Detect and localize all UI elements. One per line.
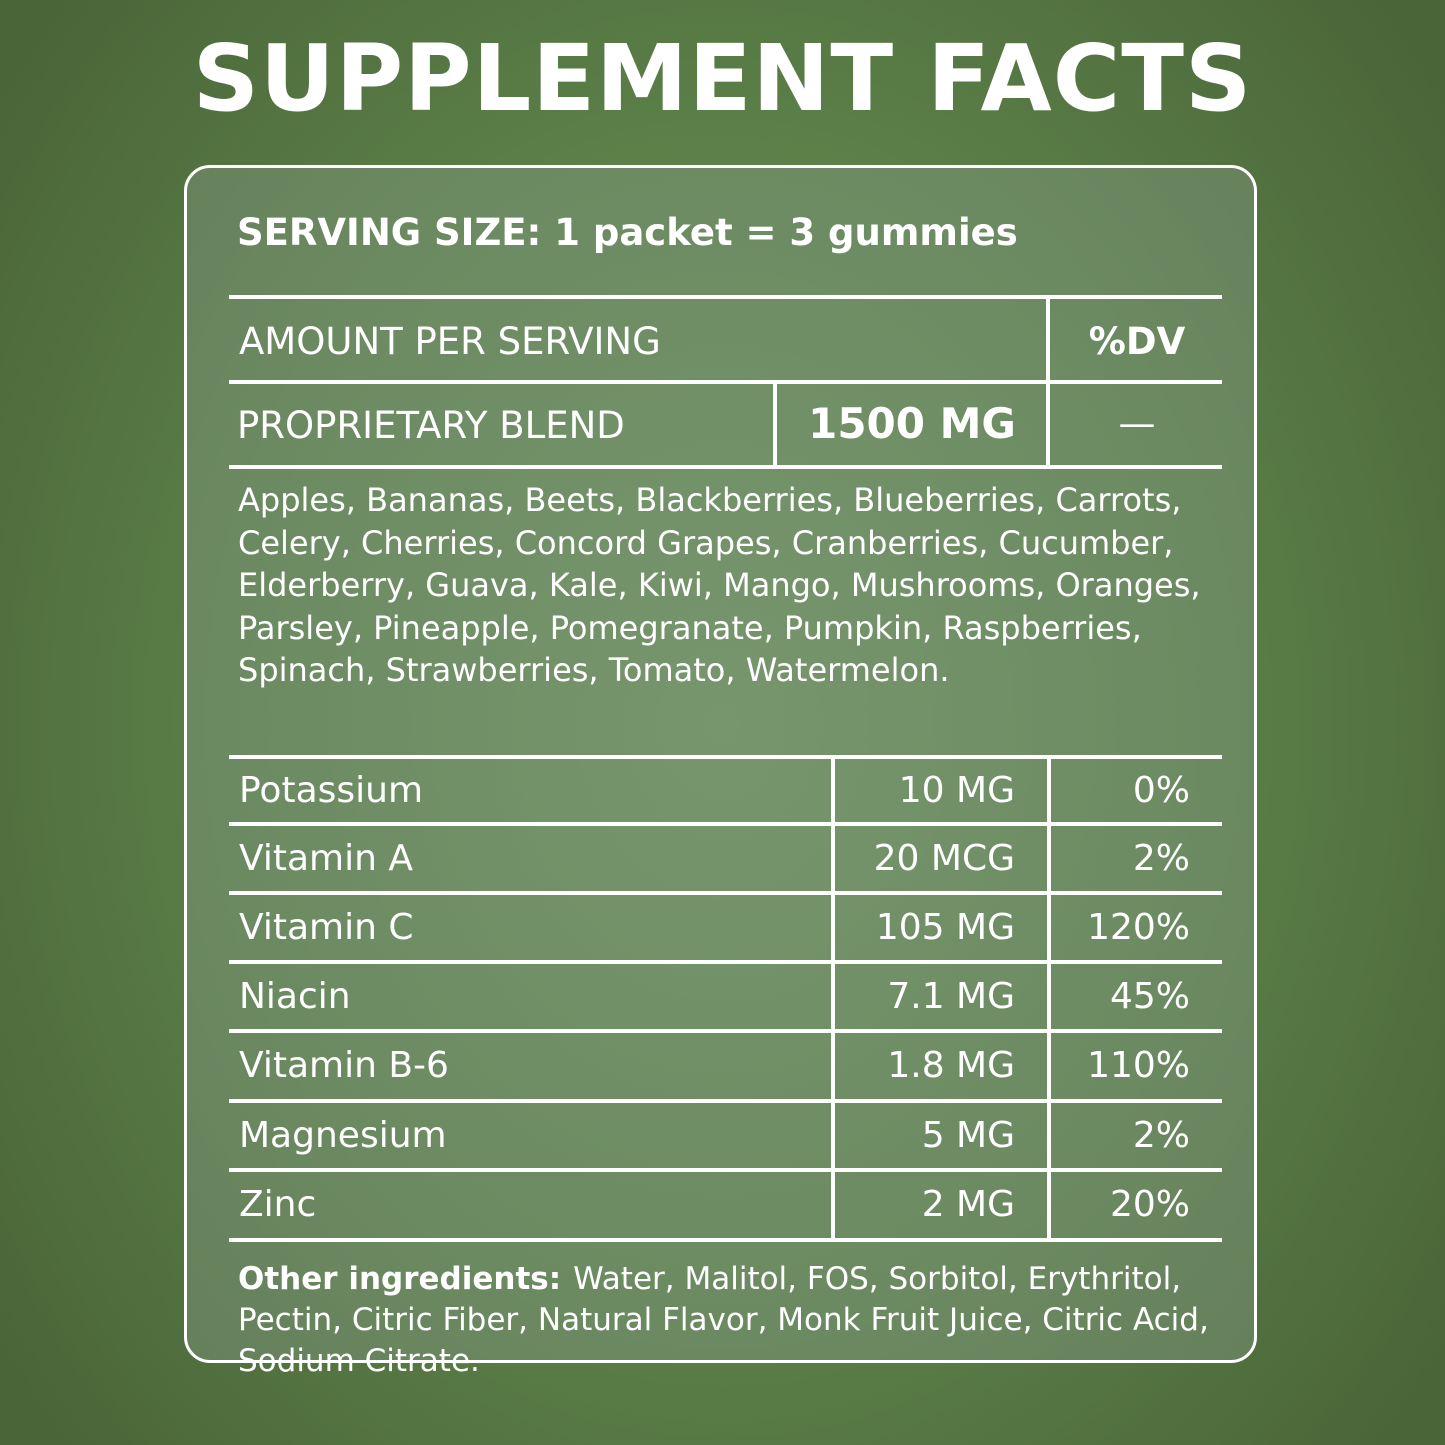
nutrient-dv: 20% (1109, 1184, 1190, 1225)
divider-vertical-dv (1047, 755, 1051, 1240)
nutrient-amount: 1.8 MG (887, 1045, 1015, 1086)
divider-vertical-blend (773, 382, 777, 468)
nutrient-amount: 20 MCG (873, 837, 1015, 879)
page-title: SUPPLEMENT FACTS (192, 25, 1253, 132)
divider-row (229, 960, 1222, 964)
supplement-facts-panel (184, 165, 1257, 1363)
nutrient-name: Magnesium (239, 1114, 447, 1156)
other-ingredients: Other ingredients: Water, Malitol, FOS, S… (238, 1259, 1228, 1382)
nutrient-name: Vitamin C (239, 906, 414, 948)
divider-top (229, 295, 1222, 299)
blend-ingredients: Apples, Bananas, Beets, Blackberries, Bl… (238, 481, 1201, 689)
nutrient-name: Niacin (239, 975, 351, 1017)
nutrient-amount: 105 MG (875, 906, 1015, 948)
nutrient-name: Zinc (239, 1184, 317, 1225)
other-ingredients-text: Water, Malitol, FOS, Sorbitol, Erythrito… (238, 1261, 1209, 1379)
nutrient-dv: 45% (1109, 975, 1190, 1017)
divider-header (229, 380, 1222, 384)
divider-blend (229, 465, 1222, 469)
blend-amount: 1500 MG (808, 399, 1016, 448)
blend-dv: — (1118, 402, 1156, 445)
divider-row (229, 1168, 1222, 1172)
nutrient-dv: 120% (1087, 906, 1190, 948)
nutrient-name: Vitamin B-6 (239, 1045, 449, 1086)
divider-row (229, 1029, 1222, 1033)
nutrient-name: Vitamin A (239, 837, 413, 879)
nutrient-amount: 2 MG (921, 1184, 1015, 1225)
blend-name: PROPRIETARY BLEND (237, 404, 625, 447)
divider-row (229, 1099, 1222, 1103)
nutrient-dv: 110% (1087, 1045, 1190, 1086)
divider-table-top (229, 755, 1222, 759)
divider-row (229, 822, 1222, 826)
nutrient-dv: 2% (1132, 837, 1190, 879)
nutrient-amount: 7.1 MG (887, 975, 1015, 1017)
divider-row (229, 1238, 1222, 1242)
nutrient-dv: 0% (1132, 769, 1190, 811)
dv-header: %DV (1088, 320, 1186, 363)
nutrient-amount: 10 MG (898, 769, 1015, 811)
nutrient-dv: 2% (1132, 1114, 1190, 1156)
nutrient-name: Potassium (239, 769, 424, 811)
serving-size: SERVING SIZE: 1 packet = 3 gummies (237, 211, 1018, 254)
other-ingredients-label: Other ingredients: (238, 1261, 562, 1297)
nutrient-amount: 5 MG (921, 1114, 1015, 1156)
amount-per-serving-header: AMOUNT PER SERVING (239, 320, 661, 363)
divider-row (229, 891, 1222, 895)
divider-vertical-amount (831, 755, 835, 1240)
